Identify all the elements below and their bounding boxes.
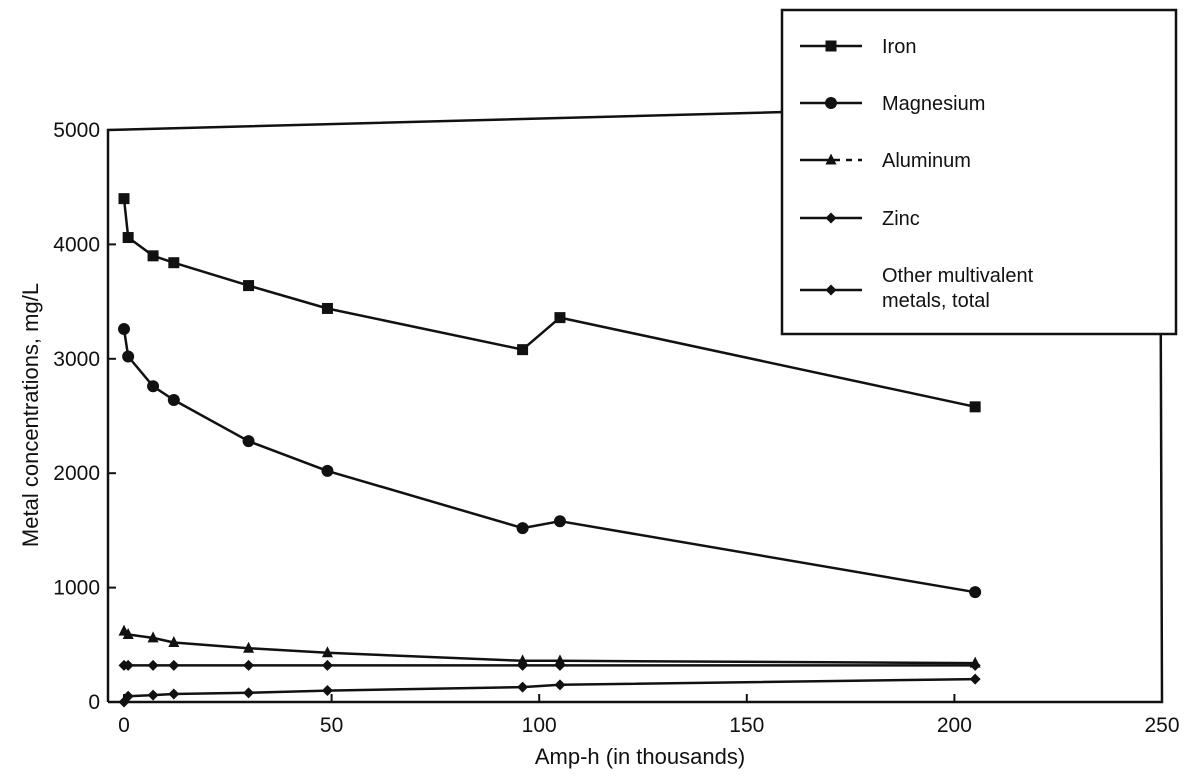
legend-swatch-marker — [825, 212, 837, 224]
data-point-aluminum — [168, 636, 180, 648]
data-point-magnesium — [147, 380, 160, 393]
data-point-magnesium — [516, 522, 529, 535]
data-point-zinc — [517, 659, 529, 671]
data-point-zinc — [554, 659, 566, 671]
series-magnesium — [118, 323, 982, 599]
y-tick-label: 4000 — [53, 233, 100, 256]
data-point-aluminum — [122, 628, 134, 640]
data-point-zinc — [969, 659, 981, 671]
legend-label: Aluminum — [882, 150, 971, 172]
x-tick-label: 100 — [522, 714, 557, 737]
data-point-magnesium — [242, 435, 255, 448]
y-tick-label: 2000 — [53, 462, 100, 485]
data-point-magnesium — [553, 515, 566, 528]
data-point-zinc — [147, 659, 159, 671]
data-point-zinc — [321, 659, 333, 671]
data-point-other-multivalent-metals-total — [517, 681, 529, 693]
data-point-zinc — [243, 659, 255, 671]
legend-label: Iron — [882, 36, 916, 58]
data-point-magnesium — [118, 323, 130, 336]
y-tick-label: 1000 — [53, 577, 100, 600]
legend-swatch-marker — [825, 97, 837, 109]
data-point-zinc — [122, 659, 134, 671]
data-point-iron — [321, 302, 333, 314]
data-point-other-multivalent-metals-total — [321, 685, 333, 697]
legend-item-iron: Iron — [800, 36, 916, 58]
legend-label: Zinc — [882, 208, 920, 230]
data-point-other-multivalent-metals-total — [969, 673, 981, 685]
data-point-iron — [147, 250, 159, 262]
legend-swatch-marker — [825, 284, 837, 296]
legend-item-magnesium: Magnesium — [800, 93, 985, 115]
data-point-iron — [168, 257, 180, 269]
y-tick-label: 0 — [88, 691, 100, 714]
x-axis-title: Amp-h (in thousands) — [535, 744, 745, 769]
series-layer — [118, 193, 982, 708]
series-zinc — [118, 659, 981, 671]
data-point-iron — [122, 232, 134, 244]
x-tick-label: 250 — [1144, 714, 1179, 737]
data-point-aluminum — [147, 631, 159, 643]
y-axis-title: Metal concentrations, mg/L — [18, 283, 43, 547]
data-point-iron — [517, 344, 529, 356]
data-point-other-multivalent-metals-total — [554, 679, 566, 691]
data-point-aluminum — [243, 641, 255, 653]
data-point-magnesium — [167, 393, 180, 406]
data-point-magnesium — [969, 586, 982, 599]
data-point-aluminum — [321, 646, 333, 658]
data-point-iron — [118, 193, 130, 205]
legend-item-other-multivalent-metals-total: Other multivalent metals, total — [800, 265, 1034, 312]
legend-box — [780, 8, 1178, 336]
data-point-zinc — [168, 659, 180, 671]
data-point-other-multivalent-metals-total — [147, 689, 159, 701]
data-point-other-multivalent-metals-total — [168, 688, 180, 700]
axes: 0 1000 2000 3000 4000 5000 0 50 100 150 200 250 — [53, 119, 1179, 737]
legend-label: Other multivalent — [882, 265, 1034, 287]
data-point-iron — [243, 280, 255, 292]
x-tick-label: 0 — [118, 714, 130, 737]
y-tick-label: 5000 — [53, 119, 100, 142]
series-other-multivalent-metals-total — [118, 673, 981, 708]
series-line-magnesium — [122, 328, 976, 594]
series-line-aluminum — [123, 630, 976, 665]
data-point-magnesium — [122, 350, 135, 363]
data-point-other-multivalent-metals-total — [243, 687, 255, 699]
data-point-iron — [554, 312, 566, 324]
data-point-magnesium — [321, 464, 334, 477]
legend-label: metals, total — [882, 290, 990, 312]
x-tick-label: 150 — [729, 714, 764, 737]
legend-item-zinc: Zinc — [800, 208, 920, 230]
legend-item-aluminum: Aluminum — [800, 150, 971, 172]
x-tick-label: 200 — [937, 714, 972, 737]
legend-swatch-marker — [825, 153, 837, 165]
legend-swatch-marker — [825, 40, 837, 52]
data-point-iron — [969, 401, 981, 413]
data-point-aluminum — [554, 654, 566, 666]
series-iron — [118, 193, 981, 413]
legend: Iron Magnesium Aluminum Zinc Other multivale… — [780, 8, 1178, 336]
data-point-other-multivalent-metals-total — [122, 690, 134, 702]
x-tick-label: 50 — [320, 714, 343, 737]
data-point-aluminum — [517, 654, 529, 666]
y-tick-label: 3000 — [53, 348, 100, 371]
legend-label: Magnesium — [882, 93, 985, 115]
